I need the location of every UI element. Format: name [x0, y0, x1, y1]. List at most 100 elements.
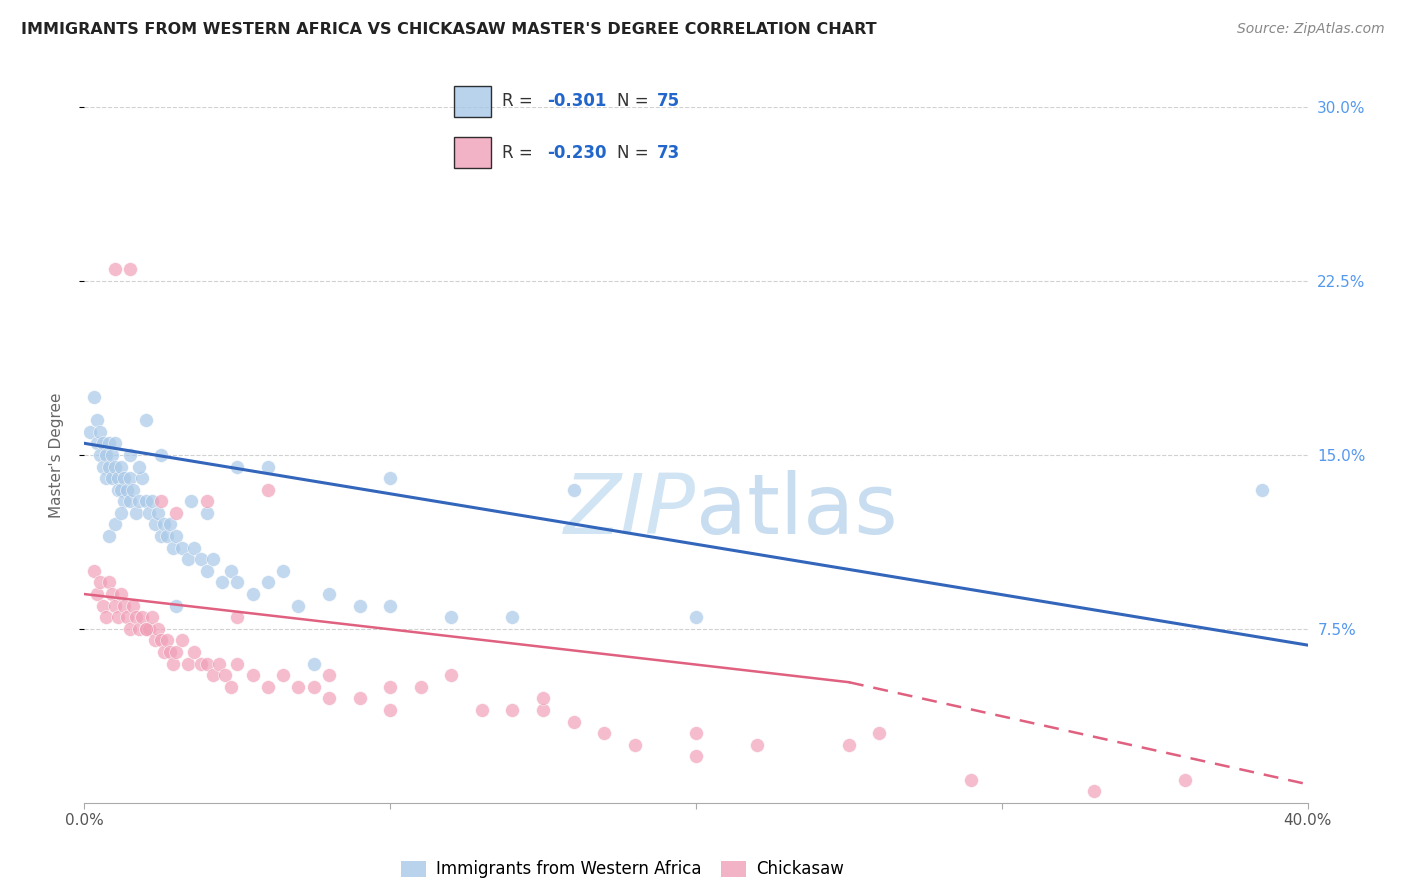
- Point: [149, 448, 172, 462]
- Point: [287, 599, 309, 613]
- Y-axis label: Master's Degree: Master's Degree: [49, 392, 63, 517]
- Point: [183, 645, 205, 659]
- Point: [271, 564, 294, 578]
- Point: [502, 703, 524, 717]
- Point: [94, 610, 117, 624]
- Point: [183, 541, 205, 555]
- Point: [531, 691, 554, 706]
- FancyBboxPatch shape: [454, 137, 491, 168]
- Point: [380, 599, 402, 613]
- Point: [131, 610, 153, 624]
- Text: -0.301: -0.301: [547, 93, 606, 111]
- Point: [165, 529, 187, 543]
- Point: [149, 633, 172, 648]
- Point: [380, 471, 402, 485]
- Point: [110, 483, 132, 497]
- Point: [165, 599, 187, 613]
- Point: [120, 448, 142, 462]
- Point: [593, 726, 616, 740]
- Point: [115, 610, 138, 624]
- Point: [135, 494, 157, 508]
- Point: [122, 599, 145, 613]
- Point: [149, 529, 172, 543]
- FancyBboxPatch shape: [454, 87, 491, 117]
- Point: [101, 448, 124, 462]
- Point: [110, 459, 132, 474]
- Point: [562, 714, 585, 729]
- Point: [143, 517, 166, 532]
- Point: [94, 448, 117, 462]
- Point: [101, 471, 124, 485]
- Point: [159, 645, 181, 659]
- Point: [112, 599, 135, 613]
- Point: [747, 738, 769, 752]
- Point: [165, 506, 187, 520]
- Point: [104, 262, 127, 277]
- Point: [177, 552, 200, 566]
- Point: [104, 436, 127, 450]
- Point: [110, 506, 132, 520]
- Point: [128, 459, 150, 474]
- Point: [219, 564, 242, 578]
- Point: [226, 610, 249, 624]
- Point: [128, 494, 150, 508]
- Point: [120, 471, 142, 485]
- Text: R =: R =: [502, 144, 538, 161]
- Point: [838, 738, 860, 752]
- Point: [125, 506, 148, 520]
- Point: [1083, 784, 1105, 798]
- Point: [624, 738, 647, 752]
- Point: [135, 622, 157, 636]
- Point: [214, 668, 236, 682]
- Point: [138, 622, 160, 636]
- Point: [211, 575, 233, 590]
- Point: [242, 668, 264, 682]
- Point: [112, 471, 135, 485]
- Point: [104, 517, 127, 532]
- Point: [208, 657, 231, 671]
- Point: [195, 657, 218, 671]
- Point: [219, 680, 242, 694]
- Point: [226, 657, 249, 671]
- Point: [143, 633, 166, 648]
- Point: [195, 506, 218, 520]
- Point: [115, 483, 138, 497]
- Point: [125, 610, 148, 624]
- Point: [1250, 483, 1272, 497]
- Point: [120, 622, 142, 636]
- Point: [91, 599, 114, 613]
- Point: [120, 494, 142, 508]
- Text: 73: 73: [657, 144, 681, 161]
- Point: [91, 436, 114, 450]
- Point: [190, 552, 212, 566]
- Point: [159, 517, 181, 532]
- Point: [153, 517, 176, 532]
- Text: N =: N =: [617, 144, 654, 161]
- Point: [138, 506, 160, 520]
- Point: [195, 494, 218, 508]
- Point: [141, 610, 163, 624]
- Point: [107, 483, 129, 497]
- Point: [86, 436, 108, 450]
- Text: 75: 75: [657, 93, 679, 111]
- Point: [1174, 772, 1197, 787]
- Point: [141, 494, 163, 508]
- Point: [257, 680, 280, 694]
- Point: [190, 657, 212, 671]
- Point: [131, 471, 153, 485]
- Point: [531, 703, 554, 717]
- Point: [471, 703, 494, 717]
- Point: [89, 575, 111, 590]
- Point: [120, 262, 142, 277]
- Point: [104, 459, 127, 474]
- Point: [172, 633, 194, 648]
- Point: [201, 552, 224, 566]
- Point: [110, 587, 132, 601]
- Point: [960, 772, 983, 787]
- Point: [287, 680, 309, 694]
- Point: [86, 413, 108, 427]
- Point: [162, 541, 184, 555]
- Point: [101, 587, 124, 601]
- Point: [97, 529, 120, 543]
- Point: [685, 749, 707, 764]
